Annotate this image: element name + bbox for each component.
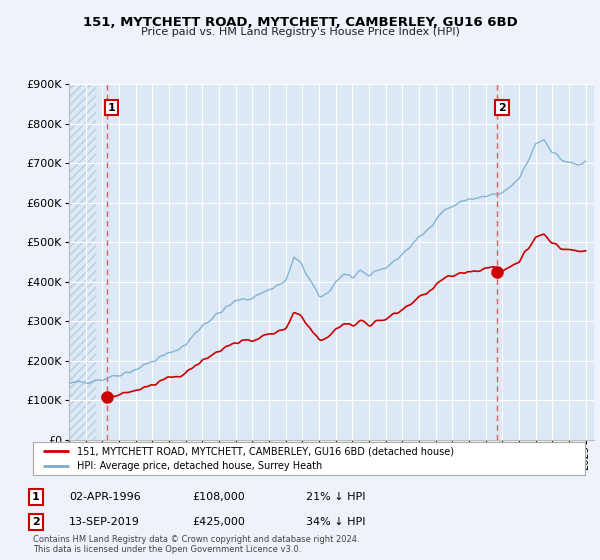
Text: 151, MYTCHETT ROAD, MYTCHETT, CAMBERLEY, GU16 6BD: 151, MYTCHETT ROAD, MYTCHETT, CAMBERLEY,… [83, 16, 517, 29]
Text: HPI: Average price, detached house, Surrey Heath: HPI: Average price, detached house, Surr… [77, 461, 322, 471]
Text: 1: 1 [107, 102, 115, 113]
Text: 2: 2 [498, 102, 506, 113]
Text: 151, MYTCHETT ROAD, MYTCHETT, CAMBERLEY, GU16 6BD (detached house): 151, MYTCHETT ROAD, MYTCHETT, CAMBERLEY,… [77, 446, 454, 456]
Bar [69, 84, 95, 440]
Text: £425,000: £425,000 [192, 517, 245, 527]
Text: 34% ↓ HPI: 34% ↓ HPI [306, 517, 365, 527]
Text: 02-APR-1996: 02-APR-1996 [69, 492, 141, 502]
Text: 13-SEP-2019: 13-SEP-2019 [69, 517, 140, 527]
Text: 2: 2 [32, 517, 40, 527]
Text: Contains HM Land Registry data © Crown copyright and database right 2024.
This d: Contains HM Land Registry data © Crown c… [33, 535, 359, 554]
Text: 1: 1 [32, 492, 40, 502]
Text: Price paid vs. HM Land Registry's House Price Index (HPI): Price paid vs. HM Land Registry's House … [140, 27, 460, 38]
Text: £108,000: £108,000 [192, 492, 245, 502]
Text: 21% ↓ HPI: 21% ↓ HPI [306, 492, 365, 502]
